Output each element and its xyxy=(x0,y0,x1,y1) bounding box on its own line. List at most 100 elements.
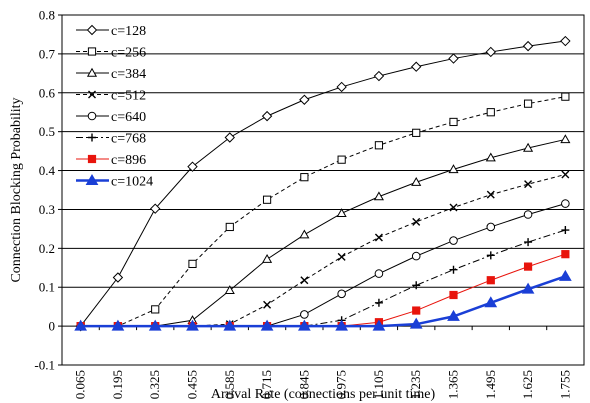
x-tick-label: 1.235 xyxy=(408,370,423,399)
y-tick-label: 0 xyxy=(49,319,56,334)
data-point xyxy=(521,282,535,294)
x-tick-label: 0.065 xyxy=(73,370,88,399)
data-point xyxy=(262,254,273,263)
data-point xyxy=(88,90,96,99)
data-point xyxy=(337,252,346,261)
data-point xyxy=(412,217,421,226)
y-tick-label: -0.1 xyxy=(34,358,55,373)
data-point xyxy=(412,306,421,315)
series-line xyxy=(80,275,566,328)
x-tick-label: 0.195 xyxy=(110,370,125,399)
plot-frame xyxy=(61,14,585,366)
data-point xyxy=(225,222,234,232)
data-point xyxy=(335,319,349,331)
data-point xyxy=(409,317,423,329)
x-tick-label: 0.845 xyxy=(296,370,311,399)
data-point xyxy=(484,296,498,308)
data-point xyxy=(486,108,495,117)
x-tick-label: 1.365 xyxy=(446,370,461,399)
data-point xyxy=(561,250,570,259)
legend-label: c=1024 xyxy=(111,175,153,190)
data-point xyxy=(486,251,495,260)
data-point xyxy=(412,128,421,137)
y-tick-label: 0.8 xyxy=(39,8,55,23)
x-tick-label: 0.585 xyxy=(222,370,237,399)
data-point xyxy=(374,269,384,278)
x-axis-label: Arrival Rate (connections per unit time) xyxy=(211,387,436,402)
x-tick-label: 1.105 xyxy=(371,370,386,399)
data-point xyxy=(447,309,460,321)
data-point xyxy=(524,180,533,189)
legend: c=128 c=256 c=384 c=512 c=640 c=768 c=896 c=102… xyxy=(76,24,153,190)
legend-label: c=256 xyxy=(111,46,146,61)
data-point xyxy=(87,111,97,121)
data-point xyxy=(150,203,161,214)
data-point xyxy=(449,290,458,300)
data-point xyxy=(261,110,273,122)
data-point xyxy=(522,40,534,52)
series-group xyxy=(74,35,572,332)
data-point xyxy=(449,265,458,274)
legend-label: c=384 xyxy=(111,67,146,82)
data-point xyxy=(486,190,495,199)
series-line xyxy=(80,40,566,327)
series-line xyxy=(80,96,566,327)
data-point xyxy=(448,164,459,174)
data-point xyxy=(224,132,235,143)
data-point xyxy=(523,142,534,152)
data-point xyxy=(262,195,272,204)
data-point xyxy=(300,276,309,285)
data-point xyxy=(558,269,572,281)
data-point xyxy=(86,24,98,36)
data-point xyxy=(223,319,237,331)
data-point xyxy=(300,173,309,182)
data-point xyxy=(524,238,533,247)
data-point xyxy=(486,222,496,232)
legend-item: c=768 xyxy=(76,132,146,147)
axes: -0.1 0 0.1 0.2 0.3 0.4 0.5 0.6 0.7 0.8 0.065 0.195 0… xyxy=(34,8,585,399)
data-point xyxy=(337,155,346,164)
series-c-1024 xyxy=(74,269,572,331)
y-tick-label: 0.2 xyxy=(39,241,55,256)
data-point xyxy=(412,281,421,290)
data-point xyxy=(86,67,98,77)
data-point xyxy=(561,170,570,179)
y-tick-label: 0.1 xyxy=(39,280,55,295)
data-point xyxy=(374,141,384,150)
legend-label: c=640 xyxy=(111,110,146,125)
legend-item: c=512 xyxy=(76,89,146,104)
data-point xyxy=(188,259,197,268)
y-tick-label: 0.5 xyxy=(39,124,55,139)
data-point xyxy=(187,161,198,172)
legend-item: c=640 xyxy=(76,110,146,125)
data-point xyxy=(148,319,162,331)
x-tick-label: 1.755 xyxy=(557,370,572,399)
data-point xyxy=(486,276,495,285)
y-tick-label: 0.4 xyxy=(39,163,56,178)
x-tick-label: 0.715 xyxy=(259,370,274,399)
x-tick-label: 0.325 xyxy=(147,370,162,399)
data-point xyxy=(560,35,571,47)
data-point xyxy=(224,285,235,295)
legend-item: c=256 xyxy=(76,46,146,61)
x-tick-label: 0.455 xyxy=(185,370,200,399)
legend-label: c=896 xyxy=(111,153,146,168)
data-point xyxy=(336,81,347,93)
data-point xyxy=(485,46,496,58)
y-tick-label: 0.3 xyxy=(39,202,55,217)
legend-label: c=128 xyxy=(111,24,146,39)
data-point xyxy=(411,61,422,72)
data-point xyxy=(449,203,458,212)
y-axis-label: Connection Blocking Probability xyxy=(9,97,24,282)
data-point xyxy=(560,134,571,144)
y-tick-label: 0.6 xyxy=(39,85,56,100)
data-point xyxy=(374,298,383,307)
legend-label: c=768 xyxy=(111,132,146,147)
data-point xyxy=(337,289,346,299)
data-point xyxy=(448,53,459,64)
data-point xyxy=(300,310,309,319)
data-point xyxy=(411,251,421,261)
data-point xyxy=(523,262,533,271)
